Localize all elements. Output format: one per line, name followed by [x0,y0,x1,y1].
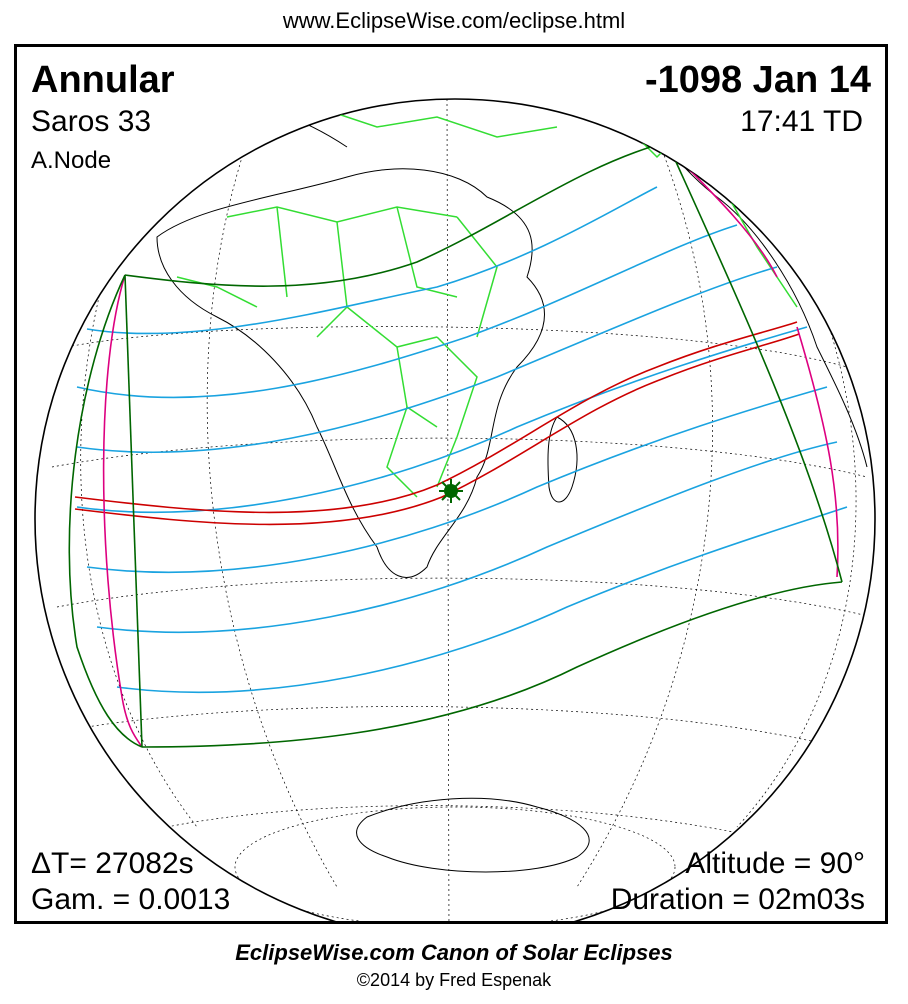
gamma-value: Gam. = 0.0013 [31,883,231,916]
copyright: ©2014 by Fred Espenak [356,970,552,990]
sun-altitude: Altitude = 90° [685,847,865,880]
canon-title: EclipseWise.com Canon of Solar Eclipses [235,940,673,965]
globe-outline [34,98,876,921]
outer-limits[interactable] [68,141,843,748]
eclipse-map-frame: Annular -1098 Jan 14 Saros 33 17:41 TD A… [14,44,888,924]
central-path[interactable] [74,321,800,526]
eclipse-time: 17:41 TD [740,105,863,138]
source-url: www.EclipseWise.com/eclipse.html [282,8,626,33]
greatest-eclipse-marker[interactable] [439,479,463,503]
eclipse-node: A.Node [31,147,112,174]
globe-map [34,98,876,921]
saros-number: Saros 33 [31,105,152,138]
central-duration: Duration = 02m03s [610,883,865,916]
delta-t: ΔT= 27082s [31,847,194,880]
graticule [51,99,873,921]
eclipse-type: Annular [31,59,175,101]
eclipse-date: -1098 Jan 14 [644,59,871,101]
